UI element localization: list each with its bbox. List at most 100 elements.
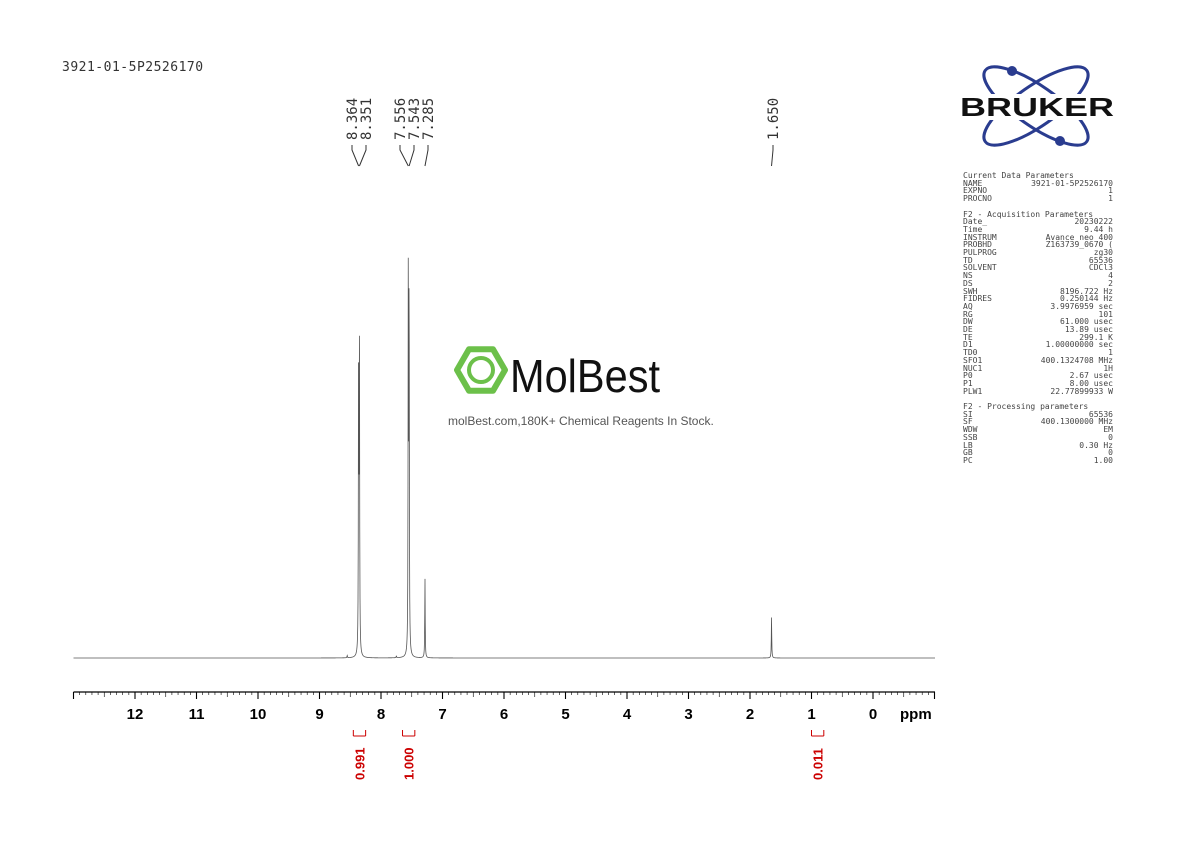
param-key: PC [963, 455, 973, 465]
param-value: 0 [1108, 448, 1113, 458]
integral-bracket [352, 730, 367, 737]
param-row: TD 65536 [963, 255, 1113, 265]
param-value: 9.44 h [1084, 224, 1113, 234]
integral-bracket [811, 730, 825, 737]
peak-label-leader [351, 145, 360, 167]
param-row: NS 4 [963, 272, 1113, 280]
param-value: 8196.722 Hz [1060, 286, 1113, 296]
peak-label: 7.285 [421, 98, 437, 140]
param-value: 299.1 K [1079, 332, 1113, 342]
x-tick-label: 11 [189, 706, 205, 723]
peak-label-leader [358, 145, 367, 167]
param-key: DW [963, 317, 973, 327]
param-key: SOLVENT [963, 263, 997, 273]
param-value: 3.9976959 sec [1050, 301, 1113, 311]
param-key: WDW [963, 425, 978, 435]
param-row: FIDRES 0.250144 Hz [963, 295, 1113, 303]
param-value: zg30 [1093, 248, 1113, 258]
param-key: LB [963, 440, 973, 450]
param-value: Z163739_0670 ( [1045, 240, 1113, 250]
param-row: SFO1 400.1324708 MHz [963, 357, 1113, 365]
param-row: TD0 1 [963, 349, 1113, 357]
param-key: TE [963, 332, 973, 342]
param-value: 20230222 [1074, 217, 1113, 227]
param-key: PLW1 [963, 386, 983, 396]
peak-label-leader [771, 145, 774, 167]
integral-value: 1.000 [402, 747, 417, 780]
watermark-tagline: molBest.com,180K+ Chemical Reagents In S… [448, 414, 714, 428]
param-section: F2 - Acquisition Parameters Date_ 20230222… [963, 209, 1113, 396]
param-section: Current Data Parameters NAME 3921-01-5P252… [963, 172, 1113, 203]
param-key: SWH [963, 286, 978, 296]
param-value: 101 [1098, 309, 1113, 319]
x-tick-label: 10 [250, 706, 267, 723]
param-value: 8.00 usec [1069, 378, 1113, 388]
param-row: WDW EM [963, 426, 1113, 434]
param-row: Time 9.44 h [963, 226, 1113, 234]
param-key: PROBHD [963, 240, 992, 250]
param-key: AQ [963, 301, 973, 311]
spectrum-title: 3921-01-5P2526170 [62, 60, 204, 75]
peak-label: 7.543 [407, 98, 423, 140]
param-row: PULPROG zg30 [963, 249, 1113, 257]
param-key: RG [963, 309, 973, 319]
param-key: NAME [963, 178, 983, 188]
peak-label: 1.650 [766, 98, 782, 140]
param-value: 13.89 usec [1064, 325, 1113, 335]
param-row: PC 1.00 [963, 457, 1113, 465]
param-value: 1.00000000 sec [1045, 340, 1113, 350]
param-key: SI [963, 409, 973, 419]
param-heading: F2 - Acquisition Parameters [963, 209, 1094, 219]
param-value: 4 [1108, 271, 1113, 281]
param-key: SSB [963, 432, 978, 442]
param-row: D1 1.00000000 sec [963, 341, 1113, 349]
param-row: SI 65536 [963, 409, 1113, 419]
param-value: 1 [1108, 194, 1113, 204]
param-heading: F2 - Processing parameters [963, 402, 1089, 412]
param-row: INSTRUM Avance neo 400 [963, 232, 1113, 242]
param-value: 3921-01-5P2526170 [1031, 178, 1113, 188]
param-value: 1.00 [1093, 455, 1113, 465]
peak-label-leader [424, 145, 429, 167]
peak-label: 8.351 [359, 98, 375, 140]
integral-value: 0.991 [352, 747, 367, 780]
param-key: EXPNO [963, 186, 988, 196]
bruker-logo-text: BRUKER [960, 92, 1114, 122]
param-key: SFO1 [963, 355, 983, 365]
param-row: P0 2.67 usec [963, 372, 1113, 380]
integral-value: 0.011 [811, 748, 826, 780]
param-key: Time [963, 224, 983, 234]
param-row: SSB 0 [963, 434, 1113, 442]
param-key: DS [963, 278, 973, 288]
param-section: F2 - Processing parameters SI 65536 SF 400.1… [963, 403, 1113, 465]
x-tick-label: 3 [684, 706, 692, 723]
param-value: 1 [1108, 186, 1113, 196]
param-key: P1 [963, 378, 973, 388]
peak-label-leader [399, 145, 409, 167]
param-key: FIDRES [963, 294, 992, 304]
param-key: NS [963, 271, 973, 281]
param-row: PROCNO 1 [963, 195, 1113, 203]
watermark-brand: MolBest [510, 350, 660, 402]
param-key: INSTRUM [963, 232, 997, 242]
bruker-orbit-icon [982, 65, 1090, 147]
molbest-hexagon-icon [454, 346, 508, 394]
param-row: AQ 3.9976959 sec [963, 303, 1113, 311]
param-value: 400.1300000 MHz [1040, 417, 1113, 427]
x-tick-label: 1 [807, 706, 815, 723]
param-value: 400.1324708 MHz [1040, 355, 1113, 365]
param-key: NUC1 [963, 363, 983, 373]
param-key: D1 [963, 340, 973, 350]
peak-label: 8.364 [345, 98, 361, 140]
param-value: 65536 [1088, 255, 1113, 265]
bruker-dot-icon [1055, 136, 1065, 146]
param-key: P0 [963, 371, 973, 381]
param-value: EM [1103, 425, 1113, 435]
param-row: DW 61.000 usec [963, 318, 1113, 326]
param-key: GB [963, 448, 973, 458]
param-value: 1 [1108, 348, 1113, 358]
param-key: PROCNO [963, 194, 992, 204]
param-value: 22.77899933 W [1050, 386, 1113, 396]
param-row: Date_ 20230222 [963, 218, 1113, 226]
